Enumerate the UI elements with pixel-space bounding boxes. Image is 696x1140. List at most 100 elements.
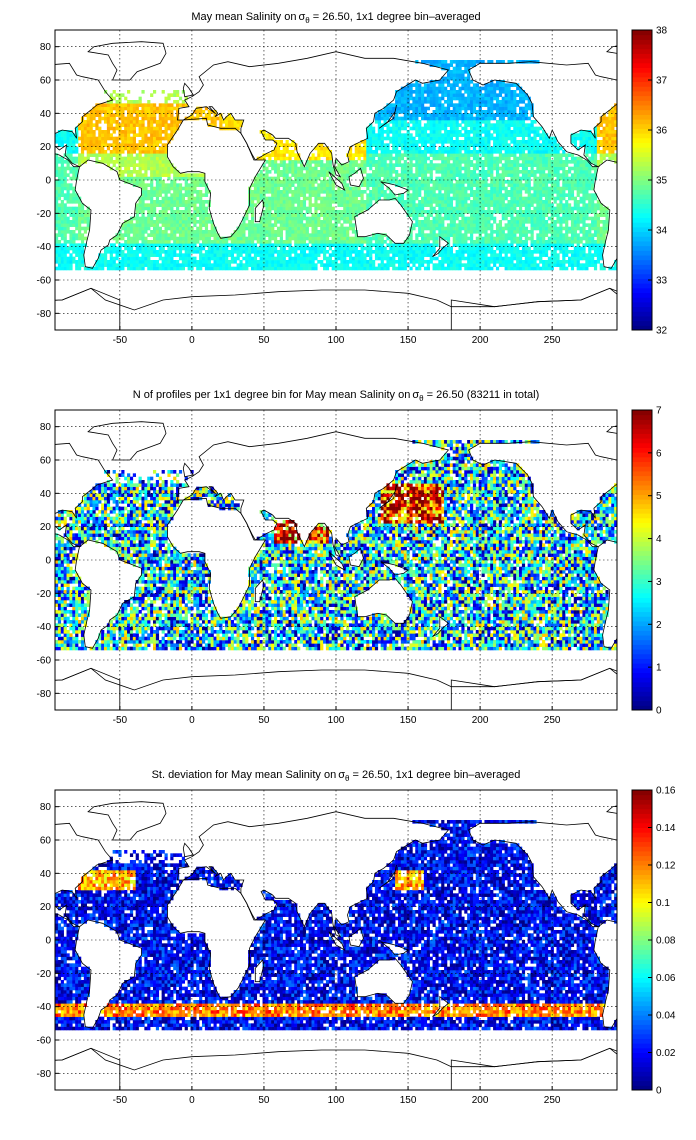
data-cell bbox=[573, 176, 577, 181]
data-cell bbox=[285, 180, 289, 184]
data-cell bbox=[395, 196, 399, 201]
data-cell bbox=[406, 166, 410, 171]
data-cell bbox=[268, 196, 272, 201]
data-cell bbox=[276, 190, 281, 194]
data-cell bbox=[423, 203, 428, 207]
data-cell bbox=[602, 156, 606, 161]
data-cell bbox=[585, 233, 589, 237]
data-cell bbox=[582, 253, 586, 257]
data-cell bbox=[173, 266, 177, 271]
data-cell bbox=[570, 206, 575, 211]
data-cell bbox=[317, 260, 321, 264]
data-cell bbox=[542, 166, 546, 171]
data-cell bbox=[354, 206, 358, 211]
data-cell bbox=[536, 216, 540, 221]
data-cell bbox=[233, 256, 237, 261]
data-cell bbox=[449, 183, 454, 187]
data-cell bbox=[559, 203, 563, 207]
data-cell bbox=[507, 266, 511, 271]
data-cell bbox=[484, 200, 488, 204]
data-cell bbox=[199, 260, 203, 264]
data-cell bbox=[323, 253, 327, 257]
data-cell bbox=[504, 260, 508, 264]
data-cell bbox=[138, 156, 142, 161]
data-cell bbox=[279, 230, 283, 234]
data-cell bbox=[57, 233, 62, 237]
data-cell bbox=[539, 200, 543, 204]
data-cell bbox=[288, 263, 292, 267]
data-cell bbox=[236, 263, 240, 267]
data-cell bbox=[487, 206, 491, 211]
data-cell bbox=[461, 193, 465, 197]
data-cell bbox=[423, 216, 428, 221]
data-cell bbox=[495, 150, 500, 154]
data-cell bbox=[294, 260, 298, 264]
data-cell bbox=[147, 160, 151, 164]
data-cell bbox=[262, 183, 266, 187]
data-cell bbox=[302, 183, 307, 187]
data-cell bbox=[57, 243, 62, 247]
data-cell bbox=[184, 193, 188, 197]
data-cell bbox=[524, 163, 528, 167]
data-cell bbox=[458, 186, 462, 191]
data-cell bbox=[403, 183, 407, 187]
data-cell bbox=[553, 243, 557, 247]
data-cell bbox=[75, 260, 79, 264]
data-cell bbox=[467, 223, 471, 227]
data-cell bbox=[299, 266, 304, 271]
data-cell bbox=[340, 240, 344, 244]
data-cell bbox=[585, 190, 589, 194]
data-cell bbox=[161, 206, 165, 211]
data-cell bbox=[210, 220, 214, 224]
data-cell bbox=[472, 150, 477, 154]
data-cell bbox=[565, 220, 569, 224]
data-cell bbox=[426, 243, 430, 247]
data-cell bbox=[323, 200, 327, 204]
data-cell bbox=[435, 163, 439, 167]
data-cell bbox=[340, 193, 344, 197]
data-cell bbox=[152, 260, 157, 264]
data-cell bbox=[357, 190, 361, 194]
data-cell bbox=[409, 260, 413, 264]
data-cell bbox=[196, 220, 200, 224]
data-cell bbox=[498, 210, 503, 214]
data-cell bbox=[302, 230, 307, 234]
data-cell bbox=[325, 266, 330, 271]
data-cell bbox=[389, 166, 393, 171]
data-cell bbox=[164, 216, 168, 221]
data-cell bbox=[452, 160, 456, 164]
data-cell bbox=[464, 240, 468, 244]
data-cell bbox=[63, 210, 67, 214]
data-cell bbox=[132, 160, 136, 164]
data-cell bbox=[498, 150, 503, 154]
data-cell bbox=[421, 240, 425, 244]
data-cell bbox=[98, 266, 102, 271]
data-cell bbox=[507, 223, 511, 227]
data-cell bbox=[334, 250, 338, 254]
data-cell bbox=[461, 216, 465, 221]
data-cell bbox=[481, 186, 485, 191]
data-cell bbox=[562, 210, 566, 214]
data-cell bbox=[138, 223, 142, 227]
data-cell bbox=[248, 263, 252, 267]
data-cell bbox=[268, 246, 272, 251]
data-cell bbox=[536, 266, 540, 271]
data-cell bbox=[351, 226, 356, 231]
data-cell bbox=[559, 176, 563, 181]
data-cell bbox=[132, 236, 136, 241]
data-cell bbox=[78, 266, 82, 271]
data-cell bbox=[201, 213, 206, 217]
data-cell bbox=[57, 160, 62, 164]
data-cell bbox=[274, 243, 278, 247]
data-cell bbox=[536, 183, 540, 187]
data-cell bbox=[570, 260, 575, 264]
data-cell bbox=[222, 253, 226, 257]
data-cell bbox=[354, 243, 358, 247]
data-cell bbox=[129, 250, 134, 254]
data-cell bbox=[487, 163, 491, 167]
data-cell bbox=[141, 196, 145, 201]
data-cell bbox=[176, 200, 180, 204]
data-cell bbox=[132, 266, 136, 271]
data-cell bbox=[513, 266, 517, 271]
data-cell bbox=[602, 220, 606, 224]
